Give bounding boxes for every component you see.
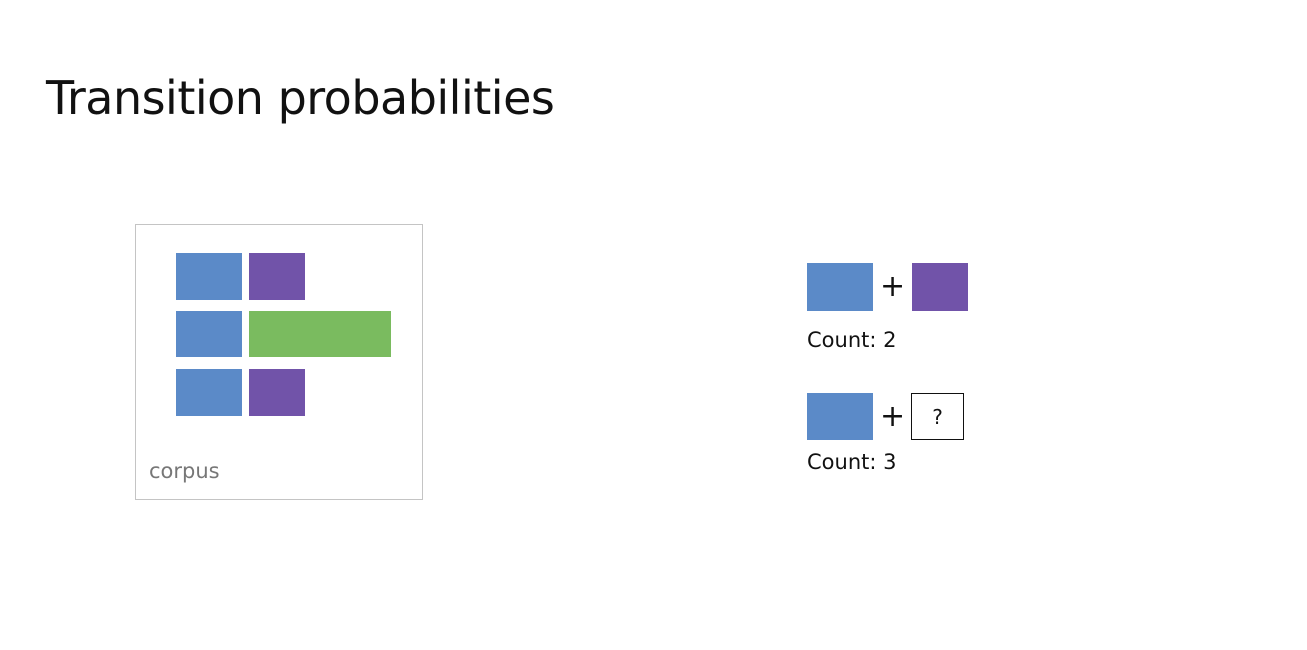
slide-title: Transition probabilities	[46, 71, 555, 125]
corpus-tile-blue	[176, 369, 242, 416]
corpus-panel: corpus	[135, 224, 423, 500]
unknown-tile-box: ?	[911, 393, 964, 440]
plus-symbol: +	[880, 399, 906, 434]
from-tile-blue	[807, 263, 873, 311]
question-mark: ?	[932, 404, 943, 429]
corpus-tile-purple	[249, 253, 305, 300]
transition-blue-unknown: + ? Count: 3	[807, 393, 977, 483]
corpus-tile-green	[249, 311, 391, 357]
corpus-tile-purple	[249, 369, 305, 416]
plus-symbol: +	[880, 269, 906, 304]
from-tile-blue	[807, 393, 873, 440]
corpus-tile-blue	[176, 253, 242, 300]
corpus-label: corpus	[149, 459, 220, 483]
transition-blue-purple: + Count: 2	[807, 263, 977, 358]
count-label: Count: 2	[807, 328, 897, 352]
to-tile-purple	[912, 263, 968, 311]
count-label: Count: 3	[807, 450, 897, 474]
corpus-tile-blue	[176, 311, 242, 357]
